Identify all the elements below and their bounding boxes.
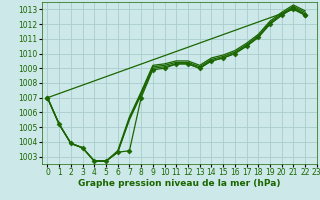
X-axis label: Graphe pression niveau de la mer (hPa): Graphe pression niveau de la mer (hPa) [78,179,280,188]
